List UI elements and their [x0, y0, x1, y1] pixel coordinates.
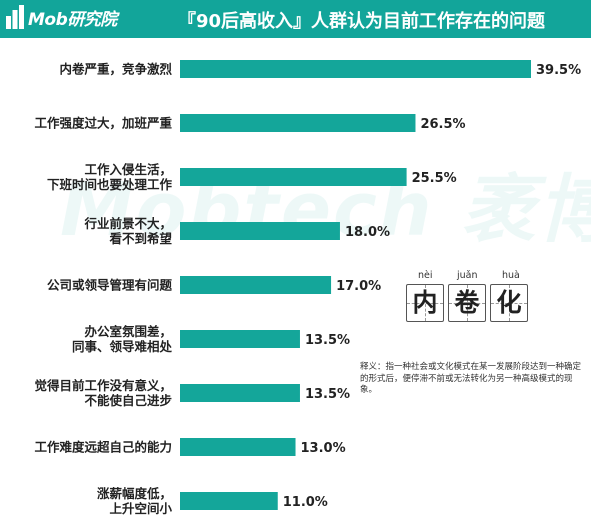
- char-box-3: 化: [490, 284, 528, 322]
- char-box-1: 内: [406, 284, 444, 322]
- logo-text: Mob研究院: [28, 10, 117, 30]
- category-label-4-line-1: 行业前景不大，: [83, 216, 172, 231]
- involution-definition-panel: nèi juǎn huà 内 卷 化 释义：指一种社会或文化模式在某一发展阶段达…: [360, 270, 588, 400]
- bar-3: [180, 168, 407, 186]
- bar-2: [180, 114, 416, 132]
- category-label-7-line-1: 觉得目前工作没有意义，: [34, 378, 172, 393]
- category-label-9-line-1: 涨薪幅度低，: [97, 486, 172, 501]
- definition-text: 释义：指一种社会或文化模式在某一发展阶段达到一种确定的形式后，便停滞不前或无法转…: [360, 362, 582, 395]
- char-hua: 化: [496, 288, 522, 317]
- pinyin-3: huà: [502, 270, 520, 281]
- bar-7: [180, 384, 300, 402]
- category-label-4-line-2: 看不到希望: [109, 231, 172, 246]
- value-label-4: 18.0%: [345, 225, 390, 240]
- category-label-3-line-1: 工作入侵生活，: [84, 162, 172, 177]
- value-label-1: 39.5%: [536, 63, 581, 78]
- pinyin-1: nèi: [418, 270, 433, 281]
- bar-6: [180, 330, 300, 348]
- category-label-6-line-2: 同事、领导难相处: [72, 339, 173, 354]
- value-label-8: 13.0%: [301, 441, 346, 456]
- char-box-2: 卷: [448, 284, 486, 322]
- category-label-1: 内卷严重，竞争激烈: [59, 62, 172, 77]
- bar-1: [180, 60, 531, 78]
- value-label-5: 17.0%: [336, 279, 381, 294]
- category-label-3-line-2: 下班时间也要处理工作: [47, 177, 173, 192]
- category-label-2: 工作强度过大，加班严重: [34, 116, 172, 131]
- value-label-9: 11.0%: [283, 495, 328, 510]
- value-label-7: 13.5%: [305, 387, 350, 402]
- category-label-6-line-1: 办公室氛围差，: [84, 324, 172, 339]
- pinyin-2: juǎn: [457, 270, 478, 281]
- bar-9: [180, 492, 278, 510]
- value-label-2: 26.5%: [420, 117, 465, 132]
- bar-4: [180, 222, 340, 240]
- bar-chart: 内卷严重，竞争激烈 39.5% 工作强度过大，加班严重 26.5% 工作入侵生活，下班时…: [34, 60, 581, 516]
- logo-icon: [6, 5, 24, 29]
- category-label-9-line-2: 上升空间小: [109, 501, 172, 516]
- char-nei: 内: [412, 288, 438, 317]
- char-juan: 卷: [454, 288, 480, 317]
- value-label-6: 13.5%: [305, 333, 350, 348]
- bar-5: [180, 276, 332, 294]
- category-label-7-line-2: 不能使自己进步: [84, 393, 172, 408]
- bar-8: [180, 438, 296, 456]
- category-label-8: 工作难度远超自己的能力: [34, 440, 172, 455]
- value-label-3: 25.5%: [412, 171, 457, 186]
- chart-title: 『90后高收入』人群认为目前工作存在的问题: [178, 11, 546, 32]
- header-bar: Mob研究院 『90后高收入』人群认为目前工作存在的问题: [0, 0, 591, 38]
- category-label-5: 公司或领导管理有问题: [47, 278, 173, 293]
